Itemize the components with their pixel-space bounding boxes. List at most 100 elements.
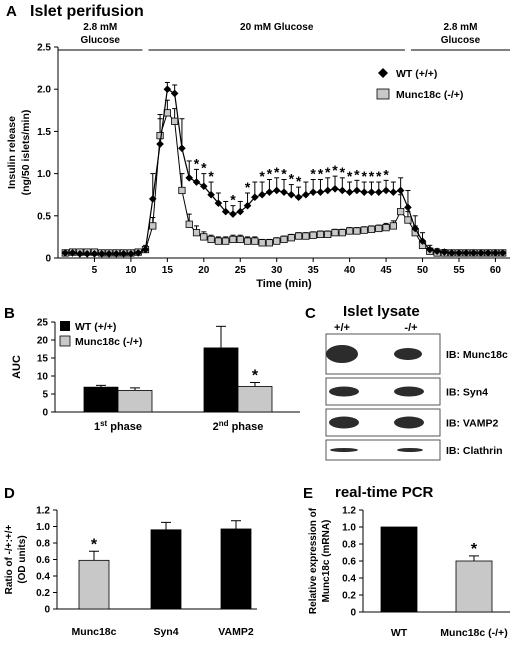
ko-point	[316, 230, 325, 238]
wt-point	[83, 249, 91, 258]
panel-a-xtick-label: 30	[271, 265, 283, 276]
panel-a-xtick-label: 40	[344, 265, 356, 276]
ko-point	[236, 235, 244, 244]
panel-d-bar	[220, 528, 252, 610]
panel-b-significance-asterisk: *	[252, 367, 259, 384]
panel-e-bar	[455, 560, 493, 613]
blot-band-wt	[326, 345, 358, 363]
panel-d-ytick-label: 0.4	[36, 572, 50, 583]
glucose-label-0-line2: Glucose	[81, 35, 121, 46]
panel-b-legend-wt-marker	[60, 321, 70, 331]
wt-point	[469, 249, 478, 257]
ko-point	[360, 226, 368, 234]
legend-ko-marker	[376, 88, 390, 100]
ko-point	[251, 237, 259, 245]
panel-e-significance-asterisk: *	[471, 541, 478, 558]
panel-a-ylabel-units: (ng/50 islets/min)	[20, 110, 32, 196]
ko-point	[375, 224, 383, 233]
wt-point	[207, 190, 215, 199]
panel-e-category-label: WT	[391, 627, 408, 639]
wt-point	[331, 184, 339, 193]
ko-point	[309, 231, 317, 239]
panel-b-ytick-label: 10	[37, 372, 49, 383]
ko-point	[222, 237, 230, 245]
wt-point	[447, 249, 456, 257]
blot-box	[325, 439, 441, 461]
wt-point	[112, 249, 121, 258]
panel-b-category-label: 2nd phase	[213, 419, 264, 433]
ko-point	[207, 235, 215, 244]
wt-point	[404, 203, 412, 212]
ko-point	[156, 132, 164, 140]
panel-a-significance-asterisk: *	[245, 179, 251, 195]
panel-b-ylabel: AUC	[11, 355, 23, 379]
panel-b-legend-ko-marker	[59, 335, 71, 347]
glucose-label-1: 20 mM Glucose	[240, 22, 314, 33]
wt-point	[462, 249, 471, 257]
ko-point	[178, 186, 186, 195]
panel-d-bar	[150, 529, 182, 610]
ko-point	[200, 233, 208, 241]
panel-a-xtick-label: 15	[162, 265, 174, 276]
wt-point	[374, 188, 383, 196]
panel-b-legend-ko-label: Munc18c (-/+)	[75, 336, 142, 348]
panel-b-ytick-label: 20	[37, 336, 49, 347]
panel-a-xlabel: Time (min)	[256, 278, 312, 290]
panel-a-significance-asterisk: *	[310, 166, 316, 182]
ko-point	[287, 234, 295, 242]
wt-point	[426, 245, 434, 254]
wt-point	[353, 186, 361, 195]
panel-d-ytick-label: 1.0	[36, 522, 50, 533]
ko-point	[265, 239, 274, 247]
blot-label: IB: VAMP2	[446, 418, 498, 430]
panel-b-bar-s0	[83, 386, 119, 413]
ko-point	[353, 227, 361, 235]
wt-point	[440, 248, 449, 256]
wt-point	[127, 249, 135, 258]
panel-c-letter: C	[305, 305, 316, 322]
panel-d-ylabel-units: (OD units)	[17, 535, 28, 583]
panel-d-ytick-label: 0.6	[36, 555, 50, 566]
panel-a-significance-asterisk: *	[354, 166, 360, 182]
panel-b-ytick-label: 0	[42, 408, 48, 419]
blot-label: IB: Clathrin	[446, 445, 503, 457]
panel-a-significance-asterisk: *	[347, 168, 353, 184]
wt-point	[360, 188, 368, 196]
ko-point	[280, 235, 288, 244]
wt-point	[229, 210, 237, 218]
panel-b-ytick-label: 25	[37, 318, 49, 329]
panel-b-bar-s1	[237, 386, 273, 413]
panel-a-ytick-label: 1.0	[37, 169, 51, 180]
panel-a-significance-asterisk: *	[325, 164, 331, 180]
panel-e-ytick-label: 0.8	[342, 540, 356, 551]
wt-point	[280, 188, 288, 196]
wt-point	[178, 144, 186, 153]
glucose-label-2-line2: Glucose	[441, 35, 481, 46]
wt-point	[498, 249, 507, 257]
wt-point	[338, 186, 347, 195]
panel-d-ytick-label: 0.2	[36, 588, 50, 599]
wt-point	[148, 195, 157, 203]
wt-point	[396, 186, 405, 195]
panel-d-ytick-label: 1.2	[36, 506, 50, 517]
ko-point	[229, 235, 237, 244]
panel-a-significance-asterisk: *	[267, 166, 273, 182]
wt-point	[76, 249, 84, 258]
wt-point	[302, 190, 310, 199]
wt-point	[455, 249, 463, 257]
panel-a-xtick-label: 60	[490, 265, 502, 276]
wt-point	[491, 249, 500, 257]
panel-d-category-label: VAMP2	[218, 626, 254, 638]
panel-e-ytick-label: 1.2	[342, 506, 356, 517]
ko-point	[367, 225, 376, 233]
ko-point	[404, 216, 412, 224]
ko-point	[324, 230, 332, 238]
wt-point	[105, 249, 113, 258]
ko-point	[389, 222, 397, 230]
wt-point	[214, 199, 223, 207]
panel-b-letter: B	[4, 305, 15, 322]
wt-point	[287, 190, 296, 199]
panel-a-ylabel: Insulin release	[6, 116, 18, 189]
panel-d-category-label: Syn4	[153, 626, 178, 638]
panel-c-lane-wt: +/+	[334, 322, 350, 334]
